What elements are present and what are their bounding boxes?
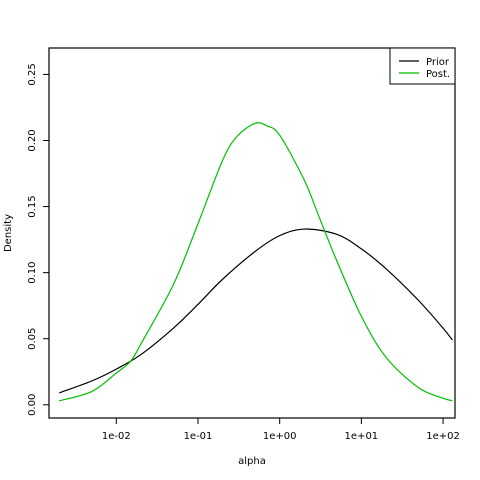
x-tick-label-3: 1e+01: [345, 431, 379, 442]
plot-area: [59, 122, 453, 402]
legend-label-prior: Prior: [426, 57, 450, 68]
x-tick-label-2: 1e+00: [263, 431, 297, 442]
legend-box: [389, 47, 456, 85]
plot-frame: [48, 47, 456, 419]
x-axis: 1e-02 1e-01 1e+00 1e+01 1e+02: [102, 418, 460, 442]
y-tick-label-0: 0.00: [27, 394, 38, 416]
series-line-prior: [59, 228, 453, 394]
legend: Prior Post.: [389, 47, 456, 85]
y-tick-label-2: 0.10: [27, 262, 38, 284]
x-tick-label-1: 1e-01: [184, 431, 213, 442]
y-tick-label-3: 0.15: [27, 195, 38, 217]
y-tick-label-4: 0.20: [27, 129, 38, 151]
x-axis-title: alpha: [238, 456, 266, 467]
y-tick-label-1: 0.05: [27, 328, 38, 350]
series-line-post: [59, 122, 453, 402]
x-tick-label-4: 1e+02: [426, 431, 460, 442]
y-tick-label-5: 0.25: [27, 63, 38, 85]
legend-label-post: Post.: [426, 69, 450, 80]
y-axis: 0.00 0.05 0.10 0.15 0.20 0.25: [27, 63, 49, 416]
y-axis-title: Density: [3, 214, 14, 252]
x-tick-label-0: 1e-02: [102, 431, 131, 442]
